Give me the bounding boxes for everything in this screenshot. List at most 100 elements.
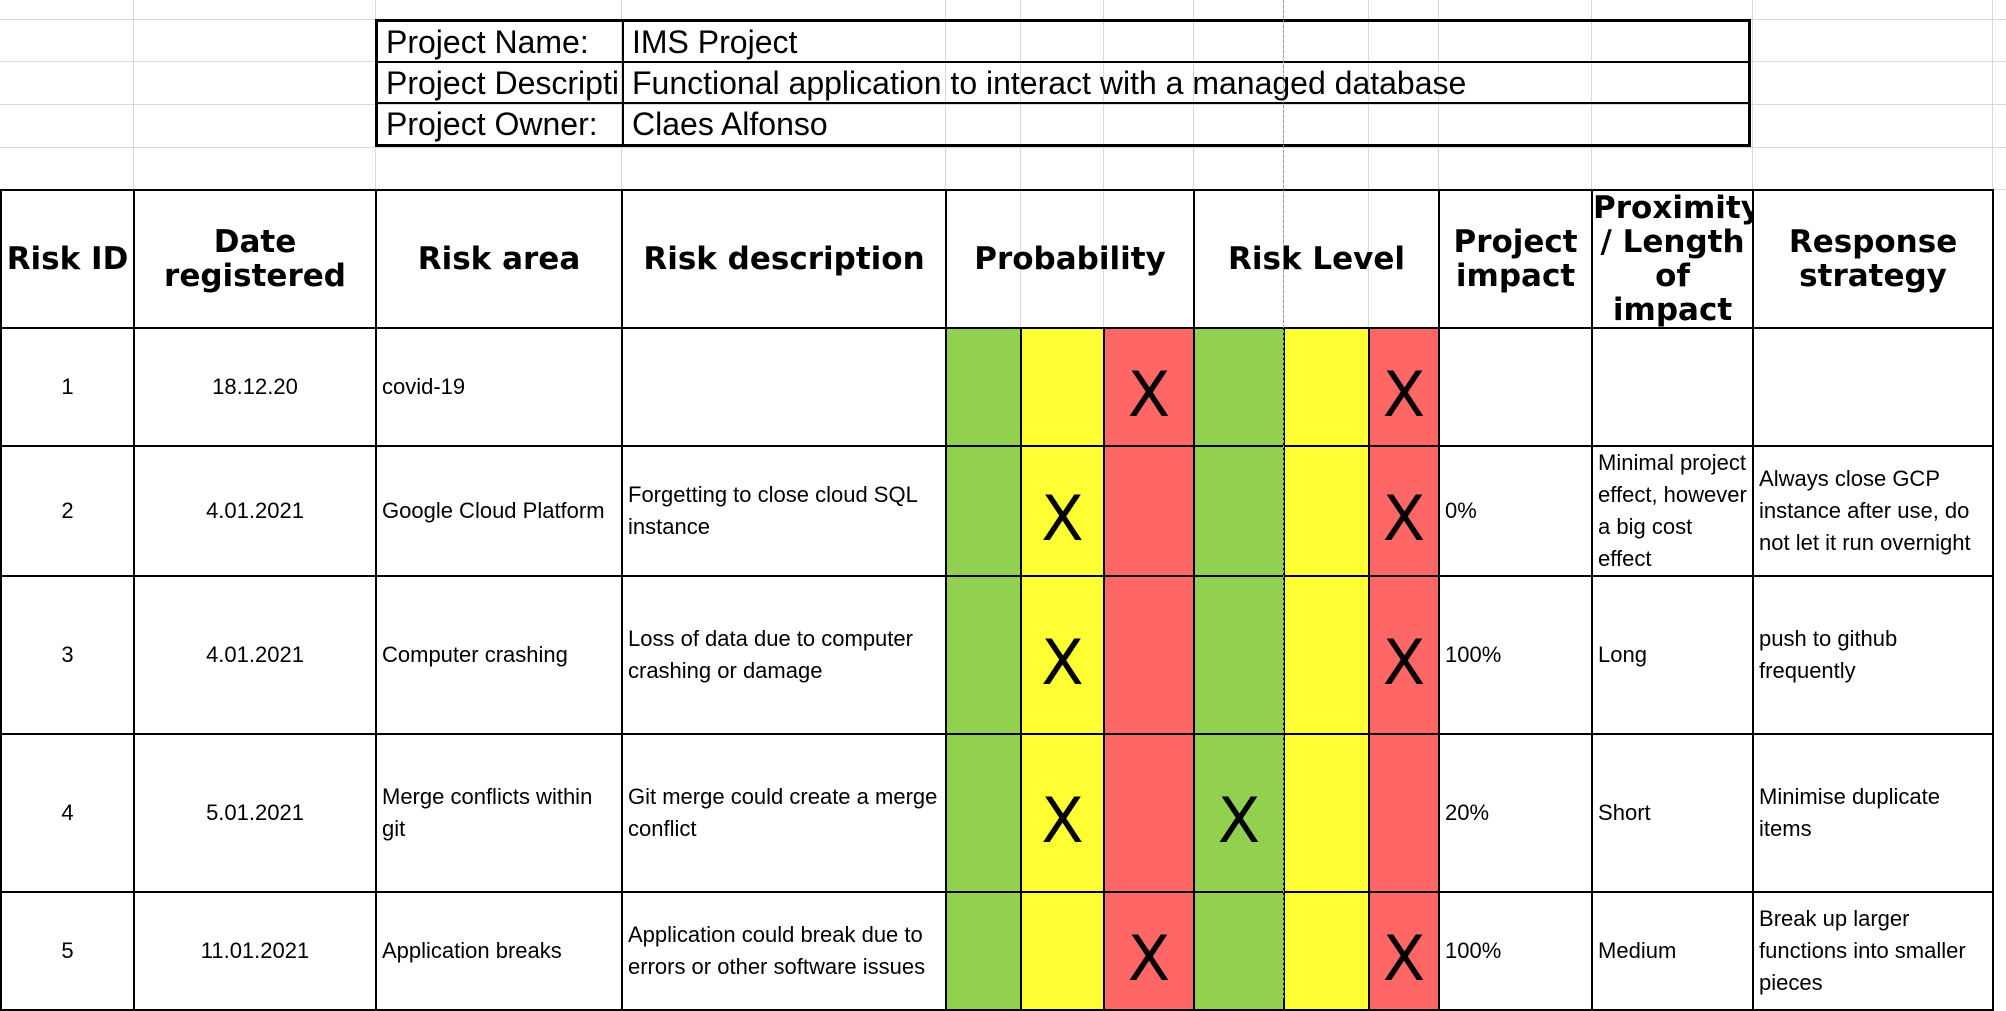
project-impact-cell[interactable] [1438, 327, 1594, 448]
project-owner-value[interactable]: Claes Alfonso [632, 106, 828, 142]
header-probability[interactable]: Probability [944, 188, 1196, 330]
probability-red-cell[interactable] [1102, 445, 1196, 577]
risk-area-cell[interactable]: Computer crashing [375, 574, 623, 735]
response-strategy-cell[interactable]: Always close GCP instance after use, do … [1752, 445, 1995, 577]
proximity-cell[interactable]: Minimal project effect, however a big co… [1591, 445, 1755, 577]
risk-id-cell[interactable]: 5 [0, 890, 135, 1011]
project-impact-cell[interactable]: 20% [1438, 732, 1594, 893]
project-description-row: Project Descripti Functional application… [378, 63, 1748, 104]
risk-description-cell[interactable]: Loss of data due to computer crashing or… [621, 574, 947, 735]
header-row: Risk ID Date registered Risk area Risk d… [0, 188, 1995, 330]
probability-yellow-cell[interactable]: X [1020, 445, 1105, 577]
probability-green-cell[interactable] [945, 732, 1022, 893]
project-name-row: Project Name: IMS Project [378, 22, 1748, 63]
project-impact-cell[interactable]: 100% [1438, 890, 1594, 1011]
project-name-label[interactable]: Project Name: [378, 22, 624, 61]
risk-row: 1 18.12.20 covid-19 X X [0, 327, 1995, 448]
risk-description-cell[interactable]: Forgetting to close cloud SQL instance [621, 445, 947, 577]
risk-level-red-cell[interactable]: X [1368, 890, 1441, 1011]
header-date-registered[interactable]: Date registered [133, 188, 377, 330]
risk-level-green-cell[interactable]: X [1193, 732, 1286, 893]
probability-red-cell[interactable] [1102, 732, 1196, 893]
probability-mark: X [1041, 783, 1084, 857]
probability-yellow-cell[interactable]: X [1020, 574, 1105, 735]
risk-id-cell[interactable]: 1 [0, 327, 135, 448]
probability-yellow-cell[interactable]: X [1020, 732, 1105, 893]
probability-yellow-cell[interactable] [1020, 327, 1105, 448]
risk-row: 5 11.01.2021 Application breaks Application… [0, 890, 1995, 1011]
header-proximity[interactable]: Proximity / Length of impact [1591, 188, 1755, 330]
risk-level-red-cell[interactable]: X [1368, 445, 1441, 577]
risk-id-cell[interactable]: 4 [0, 732, 135, 893]
risk-level-green-cell[interactable] [1193, 890, 1286, 1011]
risk-description-cell[interactable]: Application could break due to errors or… [621, 890, 947, 1011]
risk-area-cell[interactable]: Application breaks [375, 890, 623, 1011]
risk-row: 4 5.01.2021 Merge conflicts within git Git … [0, 732, 1995, 893]
risk-level-green-cell[interactable] [1193, 445, 1286, 577]
risk-area-cell[interactable]: Google Cloud Platform [375, 445, 623, 577]
header-risk-description[interactable]: Risk description [621, 188, 947, 330]
risk-level-mark: X [1382, 625, 1426, 699]
project-name-value[interactable]: IMS Project [632, 24, 798, 60]
project-owner-row: Project Owner: Claes Alfonso [378, 104, 1748, 145]
project-description-label[interactable]: Project Descripti [378, 63, 624, 102]
probability-red-cell[interactable] [1102, 574, 1196, 735]
project-info-box: Project Name: IMS Project Project Descri… [375, 19, 1751, 147]
header-risk-area[interactable]: Risk area [375, 188, 623, 330]
risk-level-green-cell[interactable] [1193, 327, 1286, 448]
risk-level-mark: X [1382, 358, 1426, 432]
risk-area-cell[interactable]: covid-19 [375, 327, 623, 448]
response-strategy-cell[interactable]: push to github frequently [1752, 574, 1995, 735]
risk-row: 2 4.01.2021 Google Cloud Platform Forgettin… [0, 445, 1995, 577]
proximity-cell[interactable]: Short [1591, 732, 1755, 893]
header-risk-level[interactable]: Risk Level [1193, 188, 1441, 330]
date-registered-cell[interactable]: 4.01.2021 [133, 574, 377, 735]
probability-green-cell[interactable] [945, 445, 1022, 577]
project-impact-cell[interactable]: 100% [1438, 574, 1594, 735]
response-strategy-cell[interactable] [1752, 327, 1995, 448]
date-registered-cell[interactable]: 5.01.2021 [133, 732, 377, 893]
risk-id-cell[interactable]: 2 [0, 445, 135, 577]
project-impact-cell[interactable]: 0% [1438, 445, 1594, 577]
probability-green-cell[interactable] [945, 574, 1022, 735]
probability-mark: X [1127, 921, 1171, 995]
risk-level-red-cell[interactable]: X [1368, 574, 1441, 735]
probability-green-cell[interactable] [945, 890, 1022, 1011]
date-registered-cell[interactable]: 4.01.2021 [133, 445, 377, 577]
risk-area-cell[interactable]: Merge conflicts within git [375, 732, 623, 893]
probability-mark: X [1041, 482, 1084, 556]
risk-level-green-cell[interactable] [1193, 574, 1286, 735]
risk-level-red-cell[interactable] [1368, 732, 1441, 893]
proximity-cell[interactable] [1591, 327, 1755, 448]
risk-level-yellow-cell[interactable] [1283, 574, 1371, 735]
risk-description-cell[interactable] [621, 327, 947, 448]
risk-level-yellow-cell[interactable] [1283, 445, 1371, 577]
probability-yellow-cell[interactable] [1020, 890, 1105, 1011]
risk-level-yellow-cell[interactable] [1283, 890, 1371, 1011]
date-registered-cell[interactable]: 11.01.2021 [133, 890, 377, 1011]
project-description-value[interactable]: Functional application to interact with … [632, 65, 1467, 101]
page-break-line [1283, 0, 1284, 998]
risk-level-mark: X [1217, 783, 1261, 857]
response-strategy-cell[interactable]: Minimise duplicate items [1752, 732, 1995, 893]
probability-red-cell[interactable]: X [1102, 890, 1196, 1011]
risk-description-cell[interactable]: Git merge could create a merge conflict [621, 732, 947, 893]
probability-mark: X [1041, 625, 1084, 699]
risk-level-yellow-cell[interactable] [1283, 327, 1371, 448]
header-risk-id[interactable]: Risk ID [0, 188, 135, 330]
project-owner-label[interactable]: Project Owner: [378, 104, 624, 145]
header-project-impact[interactable]: Project impact [1438, 188, 1594, 330]
response-strategy-cell[interactable]: Break up larger functions into smaller p… [1752, 890, 1995, 1011]
date-registered-cell[interactable]: 18.12.20 [133, 327, 377, 448]
risk-level-mark: X [1382, 921, 1426, 995]
header-response-strategy[interactable]: Response strategy [1752, 188, 1995, 330]
proximity-cell[interactable]: Long [1591, 574, 1755, 735]
risk-id-cell[interactable]: 3 [0, 574, 135, 735]
probability-green-cell[interactable] [945, 327, 1022, 448]
probability-mark: X [1127, 358, 1171, 432]
probability-red-cell[interactable]: X [1102, 327, 1196, 448]
risk-level-mark: X [1382, 482, 1426, 556]
proximity-cell[interactable]: Medium [1591, 890, 1755, 1011]
risk-level-red-cell[interactable]: X [1368, 327, 1441, 448]
risk-level-yellow-cell[interactable] [1283, 732, 1371, 893]
